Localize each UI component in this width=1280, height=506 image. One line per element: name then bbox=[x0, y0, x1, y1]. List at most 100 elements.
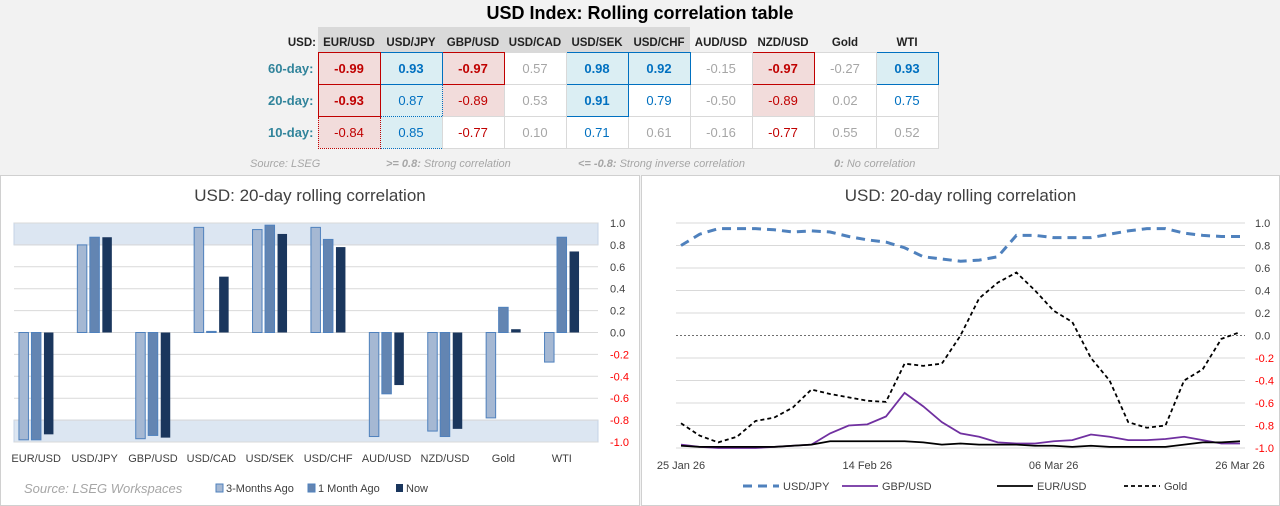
table-row: 10-day: -0.84 0.85 -0.77 0.10 0.71 0.61 -0.16 -0… bbox=[250, 115, 939, 149]
correlation-cell: 0.92 bbox=[627, 51, 691, 85]
correlation-cell: -0.15 bbox=[689, 51, 753, 85]
legend-label: GBP/USD bbox=[882, 481, 932, 493]
table-title: USD Index: Rolling correlation table bbox=[486, 3, 794, 23]
legend-swatch bbox=[396, 484, 403, 492]
series-line-gold bbox=[680, 271, 1241, 444]
row-label: 20-day: bbox=[267, 92, 314, 108]
y-tick-label: -0.6 bbox=[610, 393, 629, 405]
chart-source: Source: LSEG Workspaces bbox=[24, 481, 183, 496]
y-tick-label: 0.0 bbox=[610, 328, 625, 340]
bar bbox=[439, 332, 451, 438]
y-tick-label: -0.4 bbox=[1255, 376, 1274, 388]
legend-label: EUR/USD bbox=[1037, 481, 1087, 493]
x-tick-label: USD/CHF bbox=[304, 453, 353, 465]
column-header: USD/CHF bbox=[628, 27, 690, 52]
y-tick-label: 0.6 bbox=[610, 262, 625, 274]
correlation-cell: 0.10 bbox=[503, 115, 567, 149]
table-row: 60-day: -0.99 0.93 -0.97 0.57 0.98 0.92 -0.15 -0… bbox=[250, 51, 939, 85]
x-tick-label: EUR/USD bbox=[11, 453, 61, 465]
x-tick-label: USD/CAD bbox=[187, 453, 237, 465]
x-tick-label: USD/JPY bbox=[71, 453, 118, 465]
y-tick-label: 0.2 bbox=[1255, 308, 1270, 320]
correlation-cell: -0.84 bbox=[317, 115, 381, 149]
correlation-cell: 0.93 bbox=[875, 51, 939, 85]
bar bbox=[43, 332, 54, 435]
bar bbox=[452, 332, 463, 429]
correlation-cell: -0.89 bbox=[751, 83, 815, 117]
bar bbox=[18, 332, 29, 441]
line-chart-title: USD: 20-day rolling correlation bbox=[844, 186, 1077, 205]
bar bbox=[30, 332, 42, 441]
legend-label: 1 Month Ago bbox=[318, 483, 380, 495]
bar bbox=[569, 251, 580, 333]
bar bbox=[252, 229, 263, 334]
legend-key: 0: bbox=[834, 158, 844, 170]
correlation-cell: -0.50 bbox=[689, 83, 753, 117]
column-header: NZD/USD bbox=[757, 36, 809, 49]
x-tick-label: Gold bbox=[492, 453, 515, 465]
correlation-cell: 0.02 bbox=[813, 83, 877, 117]
x-tick-label: GBP/USD bbox=[128, 453, 178, 465]
x-tick-label: 26 Mar 26 bbox=[1215, 460, 1265, 472]
bar bbox=[544, 332, 555, 363]
legend-swatch bbox=[215, 483, 224, 493]
legend-label: Now bbox=[406, 483, 428, 495]
correlation-cell: 0.85 bbox=[379, 115, 443, 149]
legend-label: 3-Months Ago bbox=[226, 483, 294, 495]
legend-text: Strong correlation bbox=[423, 158, 511, 170]
legend-none: 0: No correlation bbox=[834, 158, 915, 170]
correlation-table: USD: EUR/USD USD/JPY GBP/USD USD/CAD USD/SEK U… bbox=[250, 27, 939, 149]
correlation-cell: 0.93 bbox=[379, 51, 443, 85]
y-tick-label: 0.6 bbox=[1255, 263, 1270, 275]
column-header: EUR/USD bbox=[318, 27, 380, 52]
correlation-cell: 0.61 bbox=[627, 115, 691, 149]
series-line-eur-usd bbox=[680, 440, 1241, 448]
bar bbox=[485, 332, 497, 419]
legend-label: Gold bbox=[1164, 481, 1187, 493]
column-header: AUD/USD bbox=[694, 36, 748, 49]
bar bbox=[556, 236, 568, 333]
y-tick-label: 1.0 bbox=[1255, 218, 1270, 230]
bar bbox=[89, 236, 100, 333]
correlation-cell: -0.97 bbox=[441, 51, 505, 85]
column-header: USD/CAD bbox=[504, 27, 566, 52]
x-tick-label: NZD/USD bbox=[421, 453, 470, 465]
bar bbox=[147, 332, 159, 436]
series-line-gbp-usd bbox=[680, 391, 1240, 449]
correlation-cell: -0.77 bbox=[441, 115, 505, 149]
usd-label: USD: bbox=[287, 37, 316, 49]
y-tick-label: -0.2 bbox=[610, 349, 629, 361]
y-tick-label: 0.0 bbox=[1255, 331, 1270, 343]
bar bbox=[322, 238, 334, 333]
y-tick-label: -0.2 bbox=[1255, 353, 1274, 365]
bar bbox=[427, 332, 438, 432]
correlation-cell: 0.87 bbox=[379, 83, 443, 117]
correlation-cell: 0.98 bbox=[565, 51, 629, 85]
y-tick-label: -0.4 bbox=[610, 371, 629, 383]
legend-text: Strong inverse correlation bbox=[619, 158, 745, 170]
bar bbox=[511, 329, 521, 333]
y-tick-label: 0.2 bbox=[610, 306, 625, 318]
x-tick-label: WTI bbox=[552, 453, 572, 465]
x-tick-label: AUD/USD bbox=[362, 453, 412, 465]
table-row: 20-day: -0.93 0.87 -0.89 0.53 0.91 0.79 -0.50 -0… bbox=[250, 83, 939, 117]
legend-label: USD/JPY bbox=[783, 481, 830, 493]
row-label: 60-day: bbox=[267, 60, 314, 76]
column-header: GBP/USD bbox=[442, 27, 504, 52]
bar bbox=[193, 226, 205, 334]
correlation-cell: 0.53 bbox=[503, 83, 567, 117]
row-label: 10-day: bbox=[267, 124, 314, 140]
bar bbox=[160, 332, 171, 438]
x-tick-label: USD/SEK bbox=[246, 453, 295, 465]
column-header: USD/JPY bbox=[380, 27, 442, 52]
correlation-cell: -0.77 bbox=[751, 115, 815, 149]
bar bbox=[264, 224, 276, 333]
y-tick-label: 0.8 bbox=[1255, 241, 1270, 253]
y-tick-label: -0.8 bbox=[1255, 421, 1274, 433]
table-source: Source: LSEG bbox=[250, 158, 321, 170]
y-tick-label: 1.0 bbox=[610, 218, 625, 230]
column-header: WTI bbox=[896, 36, 918, 49]
bar bbox=[394, 332, 404, 386]
correlation-cell: -0.27 bbox=[813, 51, 877, 85]
